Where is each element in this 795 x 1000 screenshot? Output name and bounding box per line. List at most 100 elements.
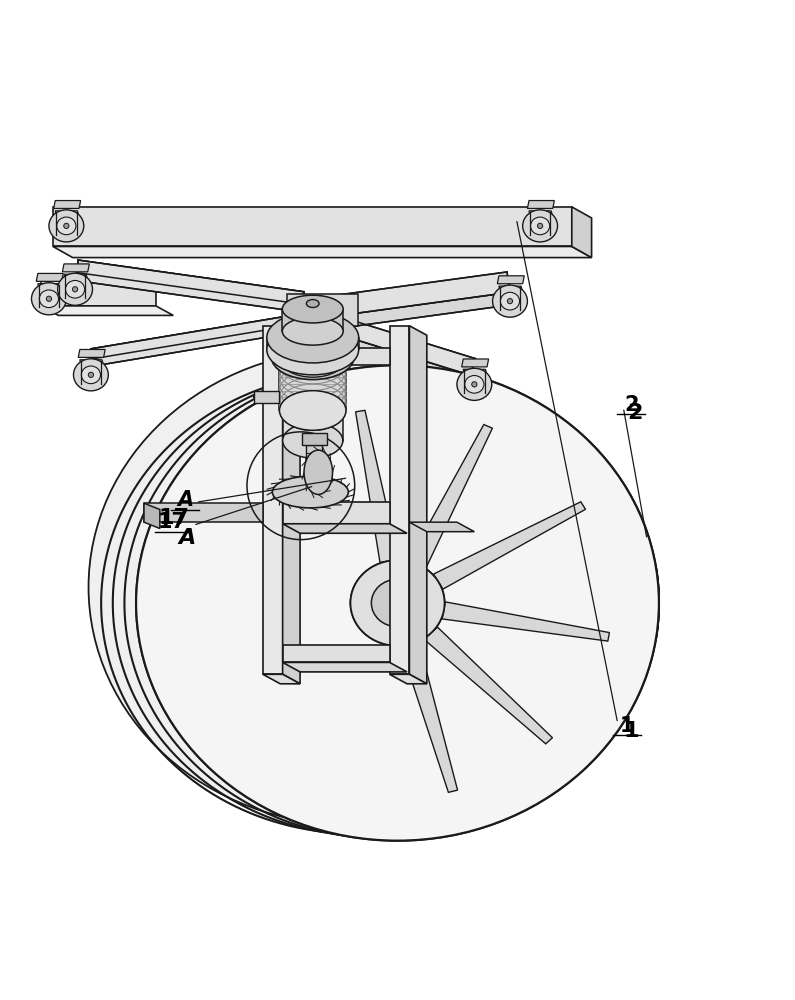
Polygon shape: [433, 502, 586, 589]
Polygon shape: [53, 246, 591, 258]
Polygon shape: [424, 627, 553, 744]
Text: 2: 2: [627, 403, 643, 423]
Polygon shape: [283, 413, 343, 441]
Polygon shape: [390, 674, 427, 684]
Polygon shape: [300, 440, 328, 452]
Ellipse shape: [64, 223, 69, 229]
Polygon shape: [41, 306, 173, 315]
Text: 1: 1: [623, 721, 639, 741]
Text: A: A: [179, 528, 196, 548]
Polygon shape: [283, 645, 390, 662]
Ellipse shape: [49, 210, 83, 242]
Polygon shape: [267, 338, 359, 349]
Polygon shape: [144, 503, 160, 529]
Ellipse shape: [280, 338, 346, 377]
Ellipse shape: [267, 312, 359, 363]
Polygon shape: [306, 445, 322, 460]
Ellipse shape: [283, 311, 343, 340]
Ellipse shape: [351, 560, 444, 646]
Ellipse shape: [306, 300, 319, 307]
Ellipse shape: [493, 285, 527, 317]
Polygon shape: [91, 313, 308, 366]
Polygon shape: [254, 391, 280, 403]
Ellipse shape: [537, 223, 543, 229]
Text: 17: 17: [158, 508, 189, 528]
Polygon shape: [62, 264, 89, 272]
Polygon shape: [306, 326, 330, 357]
Polygon shape: [286, 294, 358, 326]
Polygon shape: [76, 260, 304, 312]
Ellipse shape: [280, 338, 346, 377]
Polygon shape: [91, 313, 305, 359]
Ellipse shape: [304, 450, 332, 494]
Ellipse shape: [72, 287, 78, 292]
Ellipse shape: [471, 382, 477, 387]
Ellipse shape: [56, 217, 76, 235]
Polygon shape: [409, 425, 492, 568]
Polygon shape: [54, 201, 80, 208]
Ellipse shape: [81, 366, 100, 384]
Text: 2: 2: [624, 395, 638, 415]
Ellipse shape: [46, 296, 52, 301]
Polygon shape: [498, 276, 524, 284]
Polygon shape: [56, 211, 79, 217]
Ellipse shape: [39, 290, 59, 308]
Ellipse shape: [88, 349, 611, 825]
Ellipse shape: [507, 299, 513, 304]
Polygon shape: [330, 332, 470, 386]
Ellipse shape: [272, 335, 354, 380]
Ellipse shape: [500, 292, 520, 310]
Polygon shape: [78, 349, 105, 357]
Ellipse shape: [283, 395, 343, 430]
Polygon shape: [355, 410, 398, 562]
Polygon shape: [462, 359, 489, 367]
Polygon shape: [263, 326, 283, 674]
Ellipse shape: [522, 210, 557, 242]
Polygon shape: [390, 326, 409, 674]
Polygon shape: [78, 260, 304, 304]
Text: A: A: [177, 490, 193, 510]
Ellipse shape: [530, 217, 549, 235]
Polygon shape: [64, 274, 87, 281]
Ellipse shape: [351, 560, 444, 646]
Ellipse shape: [371, 579, 424, 627]
Polygon shape: [401, 642, 458, 792]
Polygon shape: [572, 207, 591, 258]
Polygon shape: [442, 602, 610, 641]
Polygon shape: [306, 445, 322, 506]
Text: 1: 1: [620, 716, 634, 736]
Ellipse shape: [65, 280, 84, 298]
Polygon shape: [144, 503, 263, 522]
Ellipse shape: [267, 324, 359, 375]
Polygon shape: [283, 524, 407, 533]
Polygon shape: [282, 309, 343, 331]
Ellipse shape: [280, 391, 346, 430]
Polygon shape: [80, 360, 103, 366]
Ellipse shape: [57, 273, 92, 305]
Polygon shape: [53, 207, 572, 246]
Polygon shape: [283, 502, 390, 524]
Polygon shape: [529, 211, 553, 217]
Polygon shape: [263, 674, 300, 684]
Ellipse shape: [457, 368, 492, 400]
Ellipse shape: [283, 343, 343, 372]
Ellipse shape: [73, 359, 108, 391]
Polygon shape: [330, 315, 475, 375]
Ellipse shape: [465, 376, 484, 393]
Polygon shape: [41, 280, 156, 306]
Polygon shape: [409, 326, 427, 684]
Text: 17: 17: [157, 512, 186, 532]
Ellipse shape: [273, 476, 348, 508]
Polygon shape: [283, 348, 390, 365]
Ellipse shape: [283, 423, 343, 458]
Polygon shape: [527, 201, 554, 208]
Polygon shape: [37, 273, 63, 281]
Ellipse shape: [32, 283, 66, 315]
Polygon shape: [333, 272, 510, 316]
Ellipse shape: [282, 317, 343, 345]
Polygon shape: [463, 369, 487, 376]
Polygon shape: [499, 286, 522, 292]
Ellipse shape: [88, 372, 94, 377]
Ellipse shape: [136, 365, 659, 841]
Polygon shape: [38, 284, 61, 290]
